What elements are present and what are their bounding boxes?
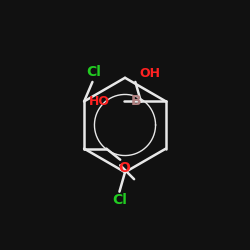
Text: Cl: Cl [112, 193, 127, 207]
Text: O: O [118, 161, 130, 175]
Text: B: B [130, 94, 141, 108]
Text: OH: OH [140, 67, 160, 80]
Text: Cl: Cl [86, 65, 101, 79]
Text: HO: HO [89, 95, 110, 108]
